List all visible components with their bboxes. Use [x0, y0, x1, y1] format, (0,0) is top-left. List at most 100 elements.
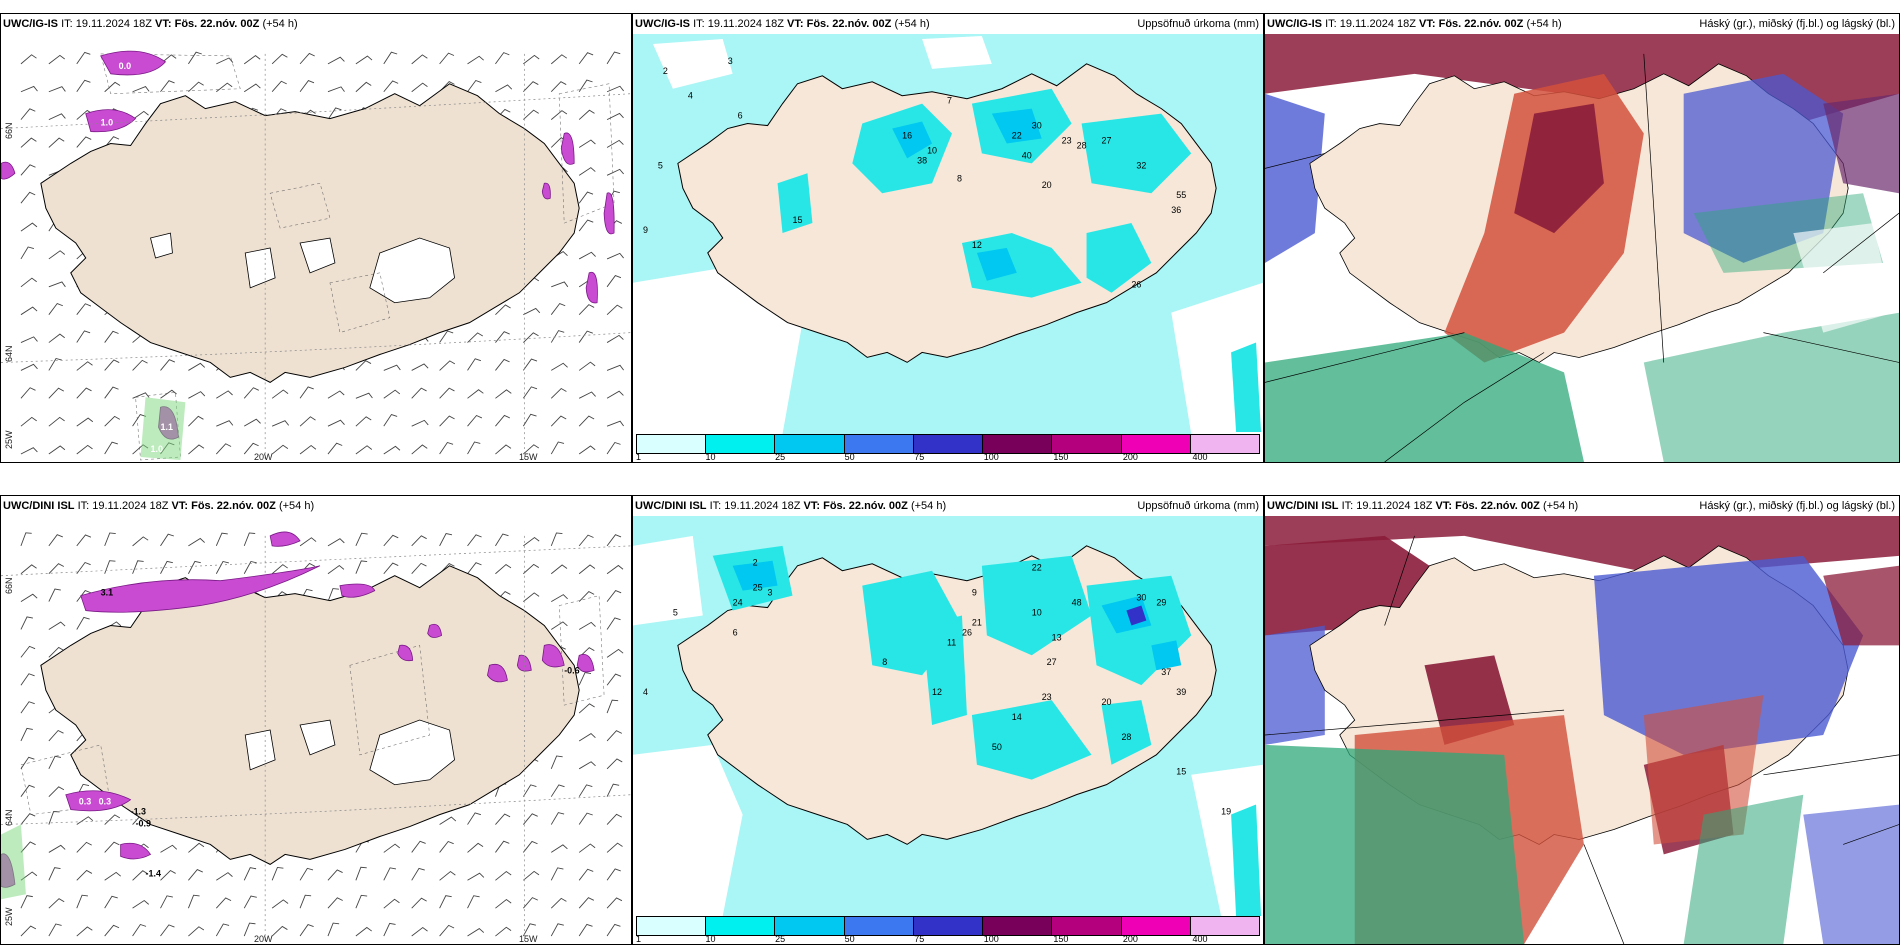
wind-barb	[383, 445, 401, 455]
axis-label-15w: 15W	[519, 452, 538, 462]
wind-barb	[299, 52, 315, 65]
wind-barb	[495, 813, 511, 825]
wind-barb	[104, 871, 122, 881]
init-time: IT: 19.11.2024 18Z	[709, 500, 801, 512]
wind-barb	[383, 51, 398, 65]
wind-barb	[48, 113, 66, 121]
wind-barb	[160, 533, 174, 547]
value-label: 5	[658, 160, 663, 170]
wind-barb	[20, 841, 36, 853]
init-time: IT: 19.11.2024 18Z	[61, 18, 152, 30]
wind-barb	[467, 895, 480, 909]
value-label: 24	[733, 598, 743, 608]
wind-barb	[578, 761, 596, 770]
wind-barb	[76, 534, 92, 547]
wind-barb	[132, 899, 150, 909]
wind-barb	[439, 330, 454, 343]
valid-time: Fös. 22.nóv. 00Z	[823, 500, 908, 512]
wind-barb	[132, 560, 144, 574]
wind-barb	[495, 331, 510, 343]
axis-label-20w: 20W	[254, 934, 273, 944]
wind-barb	[551, 621, 568, 630]
wind-barb	[243, 560, 257, 574]
wind-barb	[299, 80, 315, 92]
value-label: 28	[1077, 140, 1087, 150]
wind-barb	[327, 442, 343, 455]
legend-label: 200	[1122, 934, 1138, 944]
wind-barb	[383, 922, 396, 937]
wind-barb	[522, 840, 538, 853]
wind-barb	[522, 923, 537, 937]
wind-barb	[188, 362, 206, 371]
wind-barb	[20, 727, 33, 742]
init-time: IT: 19.11.2024 18Z	[1325, 18, 1416, 30]
wind-barb	[20, 306, 38, 316]
axis-label-64n: 64N	[4, 809, 14, 826]
wind-barb	[187, 894, 200, 909]
wind-barb	[411, 363, 429, 371]
value-label: 16	[902, 130, 912, 140]
wind-barb	[523, 109, 539, 120]
wind-barb	[355, 894, 368, 909]
value-label: 10	[927, 145, 937, 155]
wind-barb	[523, 870, 540, 881]
wind-barb	[467, 562, 482, 575]
wind-barb	[160, 869, 176, 881]
wind-barb	[355, 55, 373, 65]
value-label: 19	[1221, 807, 1231, 817]
wind-barb	[550, 81, 567, 93]
panel-top-middle-precip: UWC/IG-IS IT: 19.11.2024 18Z VT: Fös. 22…	[632, 13, 1264, 463]
wind-barb	[606, 699, 619, 714]
wind-barb	[48, 563, 65, 575]
wind-barb	[495, 389, 512, 399]
value-label: 3	[728, 56, 733, 66]
wind-barb	[383, 843, 401, 853]
value-label: 25	[753, 583, 763, 593]
wind-barb	[606, 673, 622, 686]
init-time: IT: 19.11.2024 18Z	[77, 500, 169, 512]
wind-barb	[271, 420, 290, 427]
wind-barb	[299, 386, 314, 399]
value-label: 5	[673, 608, 678, 618]
wind-barb	[495, 358, 510, 371]
wind-barb	[522, 813, 538, 825]
wind-barb	[355, 866, 367, 881]
wind-barb	[271, 389, 289, 399]
wind-barb	[411, 897, 427, 909]
legend-label: 75	[914, 934, 925, 944]
wind-barb	[20, 813, 36, 825]
wind-barb	[467, 358, 482, 371]
model-name: UWC/DINI ISL	[1267, 500, 1339, 512]
panel-bottom-left-wind: UWC/DINI ISL IT: 19.11.2024 18Z VT: Fös.…	[0, 495, 632, 945]
wind-barb	[578, 564, 596, 575]
wind-barb	[439, 840, 454, 853]
wind-barb	[550, 387, 567, 399]
wind-barb	[550, 302, 566, 315]
value-label: 8	[882, 657, 887, 667]
wind-barb	[48, 844, 66, 853]
wind-barb	[188, 842, 205, 853]
model-name: UWC/DINI ISL	[635, 500, 707, 512]
wind-barb	[550, 897, 567, 909]
panel-bottom-middle-precip: UWC/DINI ISL IT: 19.11.2024 18Z VT: Fös.…	[632, 495, 1264, 945]
wind-barb	[48, 867, 61, 881]
wind-barb	[48, 755, 61, 770]
wind-barb	[550, 812, 565, 825]
wind-barb	[383, 898, 400, 909]
value-label: 6	[738, 111, 743, 121]
wind-barb	[550, 867, 564, 881]
wind-barb	[550, 54, 568, 65]
wind-barb	[188, 81, 204, 93]
wind-barb	[495, 52, 510, 65]
value-label: 26	[1131, 280, 1141, 290]
value-label: 1.1	[160, 422, 172, 432]
value-label: 27	[1102, 135, 1112, 145]
wind-barb	[48, 302, 63, 315]
value-label: -1.3	[131, 807, 146, 817]
wind-barb	[355, 532, 368, 547]
wind-barb	[495, 564, 512, 575]
wind-barb	[522, 784, 537, 797]
wind-barb	[578, 167, 596, 176]
wind-barb	[578, 109, 595, 120]
wind-barb	[216, 420, 234, 427]
